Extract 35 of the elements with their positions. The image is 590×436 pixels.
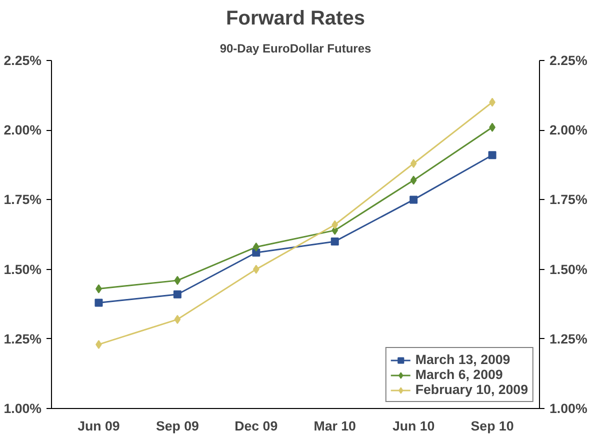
y2-tick-label: 2.00% <box>550 122 588 138</box>
x-tick-label: Dec 09 <box>234 418 278 434</box>
y2-tick-label: 1.50% <box>550 262 588 277</box>
legend-label: March 13, 2009 <box>415 352 510 367</box>
chart-title: Forward Rates <box>226 8 365 30</box>
point <box>410 196 418 204</box>
legend-label: February 10, 2009 <box>415 382 528 397</box>
x-tick-label: Jun 09 <box>78 418 120 434</box>
point <box>410 159 417 168</box>
point <box>173 290 182 298</box>
point <box>410 176 417 185</box>
y2-tick-label: 1.00% <box>550 401 588 416</box>
point <box>174 276 181 285</box>
point <box>252 242 260 252</box>
y2-tick-label: 2.25% <box>550 53 588 68</box>
y-tick-label: 1.50% <box>4 262 42 277</box>
point <box>332 220 338 230</box>
x-tick-label: Sep 10 <box>470 418 514 434</box>
point <box>252 264 260 274</box>
y2-tick-label: 1.75% <box>550 192 588 208</box>
y-tick-label: 1.25% <box>4 331 42 346</box>
y-tick-label: 2.00% <box>4 122 42 138</box>
point <box>174 314 181 324</box>
point <box>488 151 496 160</box>
x-tick-label: Jun 10 <box>392 418 435 434</box>
y2-tick-label: 1.25% <box>550 331 588 346</box>
x-tick-label: Mar 10 <box>314 418 356 434</box>
y-tick-label: 1.75% <box>4 192 42 208</box>
point <box>330 237 339 246</box>
point <box>94 298 103 307</box>
y-tick-label: 1.00% <box>4 401 42 416</box>
y-tick-label: 2.25% <box>4 53 42 68</box>
legend-label: March 6, 2009 <box>415 367 503 382</box>
x-tick-label: Sep 09 <box>156 418 199 434</box>
chart-subtitle: 90-Day EuroDollar Futures <box>220 42 372 56</box>
